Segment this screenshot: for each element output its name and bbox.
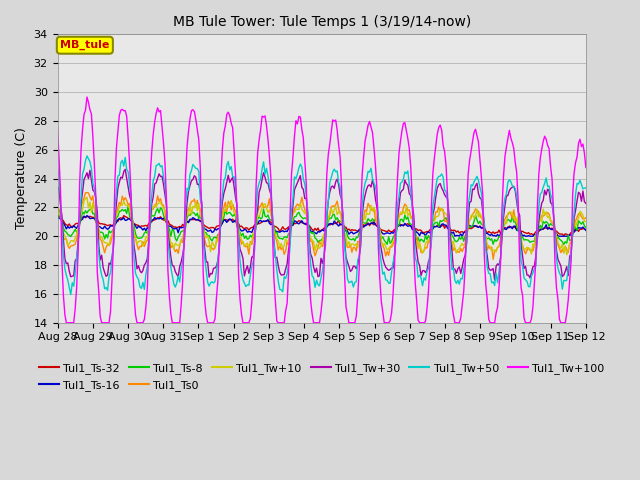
Tul1_Ts0 xyxy=(120,198,127,204)
Tul1_Tw+50 xyxy=(67,292,75,298)
Tul1_Ts-16 xyxy=(458,233,466,239)
Line: Tul1_Tw+100: Tul1_Tw+100 xyxy=(58,97,586,323)
Tul1_Ts-32 xyxy=(237,223,245,229)
Tul1_Ts-8 xyxy=(212,235,220,241)
Line: Tul1_Ts0: Tul1_Ts0 xyxy=(58,192,586,259)
Legend: Tul1_Ts-32, Tul1_Ts-16, Tul1_Ts-8, Tul1_Ts0, Tul1_Tw+10, Tul1_Tw+30, Tul1_Tw+50,: Tul1_Ts-32, Tul1_Ts-16, Tul1_Ts-8, Tul1_… xyxy=(35,359,609,395)
Tul1_Ts-8 xyxy=(554,234,562,240)
Tul1_Ts-32 xyxy=(54,212,61,218)
Tul1_Tw+50 xyxy=(556,270,563,276)
Title: MB Tule Tower: Tule Temps 1 (3/19/14-now): MB Tule Tower: Tule Temps 1 (3/19/14-now… xyxy=(173,15,471,29)
Tul1_Ts0 xyxy=(582,215,589,220)
Tul1_Ts0 xyxy=(83,190,91,195)
Tul1_Tw+100 xyxy=(83,94,91,100)
Tul1_Ts-16 xyxy=(286,224,294,230)
Tul1_Ts0 xyxy=(230,205,238,211)
Text: MB_tule: MB_tule xyxy=(60,40,109,50)
Tul1_Tw+10 xyxy=(54,204,61,210)
Tul1_Tw+50 xyxy=(54,165,61,171)
Tul1_Ts0 xyxy=(239,239,247,245)
Tul1_Ts-32 xyxy=(118,216,126,222)
Tul1_Tw+50 xyxy=(83,153,91,159)
Tul1_Ts0 xyxy=(556,246,563,252)
Tul1_Tw+100 xyxy=(63,320,70,325)
Tul1_Tw+30 xyxy=(286,239,294,245)
Tul1_Ts-8 xyxy=(560,241,568,247)
Tul1_Tw+50 xyxy=(232,185,239,191)
Tul1_Tw+10 xyxy=(83,194,91,200)
Tul1_Ts-32 xyxy=(285,224,292,230)
Tul1_Tw+10 xyxy=(563,252,571,258)
Tul1_Tw+10 xyxy=(230,210,238,216)
Tul1_Tw+10 xyxy=(239,240,247,245)
Tul1_Ts-16 xyxy=(54,213,61,219)
Line: Tul1_Tw+10: Tul1_Tw+10 xyxy=(58,197,586,255)
Tul1_Ts-16 xyxy=(230,219,238,225)
Tul1_Ts-32 xyxy=(552,228,560,234)
Tul1_Tw+50 xyxy=(582,185,589,191)
Tul1_Ts-16 xyxy=(83,213,91,218)
Tul1_Tw+30 xyxy=(230,184,238,190)
Tul1_Tw+30 xyxy=(118,175,126,181)
Tul1_Ts-32 xyxy=(560,233,568,239)
Tul1_Tw+10 xyxy=(582,218,589,224)
Tul1_Ts-16 xyxy=(120,215,127,220)
Tul1_Tw+100 xyxy=(122,108,129,113)
Tul1_Ts0 xyxy=(490,256,497,262)
Tul1_Tw+100 xyxy=(582,165,589,170)
Tul1_Tw+100 xyxy=(241,320,248,325)
Tul1_Ts-8 xyxy=(54,206,61,212)
Tul1_Tw+100 xyxy=(556,316,563,322)
Tul1_Tw+10 xyxy=(554,240,562,245)
Tul1_Ts-32 xyxy=(582,227,589,233)
Tul1_Ts-8 xyxy=(230,212,238,217)
Tul1_Tw+50 xyxy=(214,258,222,264)
Tul1_Tw+30 xyxy=(212,264,220,269)
Line: Tul1_Tw+30: Tul1_Tw+30 xyxy=(58,169,586,280)
Line: Tul1_Ts-16: Tul1_Ts-16 xyxy=(58,216,586,236)
Line: Tul1_Ts-8: Tul1_Ts-8 xyxy=(58,205,586,244)
Tul1_Ts0 xyxy=(286,229,294,235)
Line: Tul1_Tw+50: Tul1_Tw+50 xyxy=(58,156,586,295)
Line: Tul1_Ts-32: Tul1_Ts-32 xyxy=(58,215,586,236)
Tul1_Ts-16 xyxy=(582,228,589,233)
Tul1_Tw+30 xyxy=(54,184,61,190)
Tul1_Tw+30 xyxy=(122,167,129,172)
Tul1_Tw+30 xyxy=(556,260,563,265)
Tul1_Ts-16 xyxy=(556,233,563,239)
Tul1_Tw+30 xyxy=(239,255,247,261)
Tul1_Ts-16 xyxy=(239,228,247,234)
Tul1_Ts-32 xyxy=(229,216,237,222)
Tul1_Ts0 xyxy=(54,206,61,212)
Tul1_Ts-8 xyxy=(118,206,126,212)
Y-axis label: Temperature (C): Temperature (C) xyxy=(15,128,28,229)
Tul1_Ts-8 xyxy=(239,230,247,236)
Tul1_Tw+30 xyxy=(491,277,499,283)
Tul1_Tw+10 xyxy=(212,236,220,242)
Tul1_Tw+50 xyxy=(241,280,248,286)
Tul1_Ts-8 xyxy=(124,203,132,208)
Tul1_Tw+50 xyxy=(122,155,129,160)
Tul1_Ts0 xyxy=(212,239,220,244)
Tul1_Tw+10 xyxy=(120,198,127,204)
Tul1_Tw+30 xyxy=(582,201,589,206)
Tul1_Ts-16 xyxy=(212,227,220,233)
Tul1_Tw+100 xyxy=(288,171,296,177)
Tul1_Ts-8 xyxy=(582,225,589,230)
Tul1_Tw+100 xyxy=(232,173,239,179)
Tul1_Tw+100 xyxy=(54,125,61,131)
Tul1_Ts-8 xyxy=(286,229,294,235)
Tul1_Tw+10 xyxy=(286,227,294,232)
Tul1_Ts-32 xyxy=(211,226,219,232)
Tul1_Tw+50 xyxy=(288,207,296,213)
Tul1_Tw+100 xyxy=(214,277,222,283)
